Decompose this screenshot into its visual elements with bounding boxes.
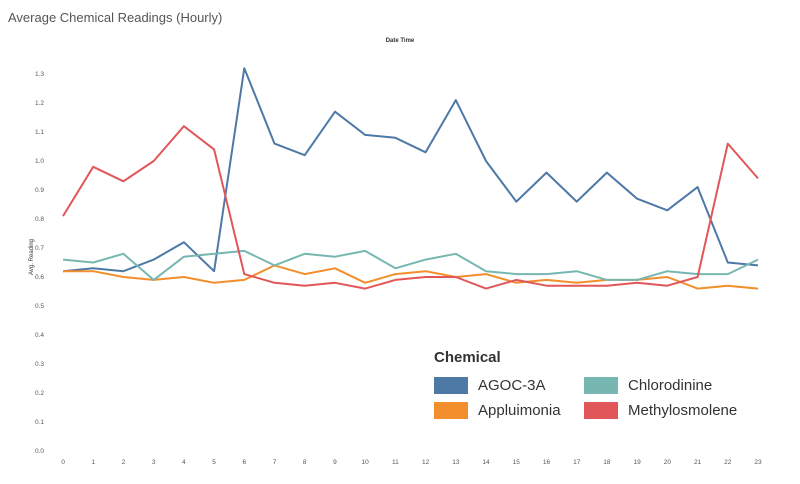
y-tick-label: 0.8 — [35, 216, 44, 223]
x-tick-label: 8 — [303, 459, 307, 466]
x-tick-label: 20 — [664, 459, 672, 466]
x-axis-ticks: 0 1 2 3 4 5 6 7 8 9 10 11 12 13 14 15 16 17 18 19 20 21 22 23 — [61, 459, 762, 466]
y-tick-label: 1.0 — [35, 158, 44, 165]
series-lines — [62, 67, 759, 290]
x-tick-label: 17 — [573, 459, 581, 466]
x-tick-label: 11 — [392, 459, 399, 466]
x-tick-label: 5 — [212, 459, 216, 466]
x-tick-label: 7 — [273, 459, 277, 466]
legend-swatch-methylosmolene — [584, 402, 618, 419]
legend-item-methylosmolene: Methylosmolene — [584, 402, 737, 419]
legend-swatch-agoc-3a — [434, 377, 468, 394]
x-tick-label: 16 — [543, 459, 551, 466]
x-tick-label: 6 — [242, 459, 246, 466]
legend-label-appluimonia: Appluimonia — [478, 402, 561, 419]
x-tick-label: 21 — [694, 459, 702, 466]
y-tick-label: 0.1 — [35, 419, 44, 426]
x-tick-label: 12 — [422, 459, 430, 466]
y-axis-ticks: 0.0 0.1 0.2 0.3 0.4 0.5 0.6 0.7 0.8 0.9 1.0 1.1 1.2 1… — [35, 71, 44, 455]
x-tick-label: 23 — [754, 459, 762, 466]
y-tick-label: 0.3 — [35, 361, 44, 368]
series-line-methylosmolene — [62, 125, 759, 290]
y-tick-label: 1.3 — [35, 71, 44, 78]
x-tick-label: 0 — [61, 459, 65, 466]
legend: Chemical AGOC-3A Appluimonia Chlorodinin… — [428, 343, 768, 443]
x-tick-label: 10 — [362, 459, 370, 466]
legend-item-appluimonia: Appluimonia — [434, 402, 561, 419]
x-tick-label: 1 — [91, 459, 95, 466]
y-tick-label: 1.2 — [35, 100, 44, 107]
x-tick-label: 22 — [724, 459, 732, 466]
y-tick-label: 0.7 — [35, 245, 44, 252]
x-tick-label: 19 — [634, 459, 642, 466]
y-tick-label: 0.6 — [35, 274, 44, 281]
legend-label-chlorodinine: Chlorodinine — [628, 377, 713, 394]
x-tick-label: 2 — [122, 459, 126, 466]
y-tick-label: 1.1 — [35, 129, 44, 136]
y-tick-label: 0.0 — [35, 448, 44, 455]
x-tick-label: 3 — [152, 459, 156, 466]
x-tick-label: 4 — [182, 459, 186, 466]
y-tick-label: 0.4 — [35, 332, 44, 339]
y-tick-label: 0.5 — [35, 303, 44, 310]
legend-label-methylosmolene: Methylosmolene — [628, 402, 738, 419]
x-tick-label: 13 — [452, 459, 460, 466]
legend-item-chlorodinine: Chlorodinine — [584, 377, 712, 394]
x-tick-label: 15 — [513, 459, 521, 466]
chart-title: Average Chemical Readings (Hourly) — [8, 10, 223, 25]
x-axis-title: Date Time — [385, 38, 415, 44]
legend-label-agoc-3a: AGOC-3A — [478, 377, 546, 394]
series-line-agoc-3a — [62, 67, 759, 273]
x-tick-label: 9 — [333, 459, 337, 466]
y-tick-label: 0.2 — [35, 390, 44, 397]
legend-title: Chemical — [434, 349, 501, 366]
series-line-chlorodinine — [62, 249, 759, 281]
legend-item-agoc-3a: AGOC-3A — [434, 377, 546, 394]
x-tick-label: 18 — [603, 459, 611, 466]
legend-swatch-chlorodinine — [584, 377, 618, 394]
y-tick-label: 0.9 — [35, 187, 44, 194]
legend-swatch-appluimonia — [434, 402, 468, 419]
x-tick-label: 14 — [482, 459, 490, 466]
